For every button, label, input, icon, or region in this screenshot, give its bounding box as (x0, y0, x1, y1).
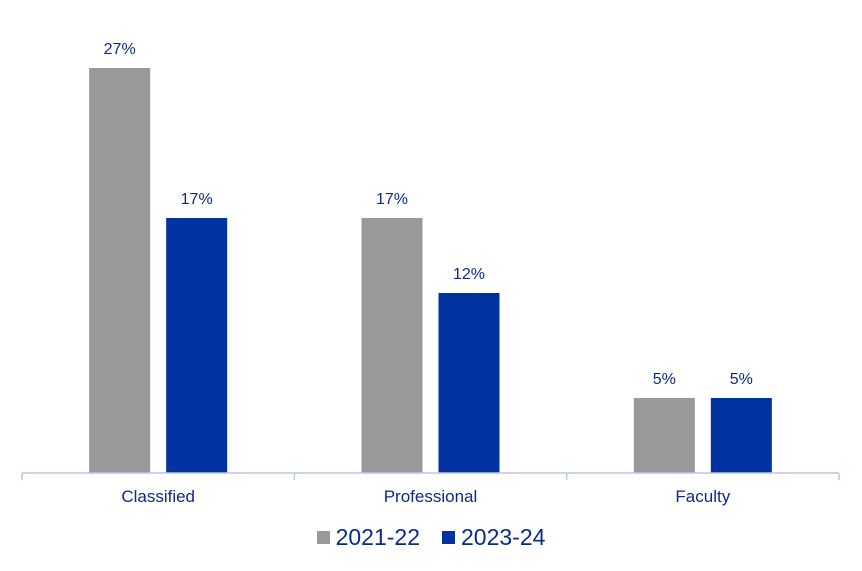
category-labels-group: Classified Professional Faculty (121, 487, 730, 506)
data-label-faculty-2023-24: 5% (730, 371, 753, 388)
data-label-classified-2023-24: 17% (181, 191, 213, 208)
data-label-professional-2021-22: 17% (376, 191, 408, 208)
data-label-classified-2021-22: 27% (104, 41, 136, 58)
legend-item-2023-24: 2023-24 (442, 524, 545, 551)
category-label-professional: Professional (384, 487, 478, 506)
data-label-professional-2023-24: 12% (453, 266, 485, 283)
bar-faculty-2023-24 (710, 398, 772, 473)
legend-swatch-2021-22 (316, 531, 330, 544)
legend-label-2023-24: 2023-24 (461, 524, 546, 550)
category-label-faculty: Faculty (675, 487, 730, 506)
legend-swatch-2023-24 (442, 531, 455, 544)
bar-professional-2021-22 (361, 218, 423, 473)
category-label-classified: Classified (121, 487, 195, 506)
bar-classified-2023-24 (166, 218, 228, 473)
bar-classified-2021-22 (89, 68, 151, 473)
legend-item-2021-22: 2021-22 (316, 524, 420, 551)
bar-faculty-2021-22 (633, 398, 695, 473)
data-labels-group: 27% 17% 17% 12% 5% 5% (104, 41, 753, 388)
bars-group (89, 68, 772, 473)
data-label-faculty-2021-22: 5% (653, 371, 676, 388)
bar-professional-2023-24 (438, 293, 500, 473)
legend: 2021-22 2023-24 (0, 524, 862, 551)
legend-label-2021-22: 2021-22 (335, 524, 420, 550)
x-axis (21, 472, 840, 480)
